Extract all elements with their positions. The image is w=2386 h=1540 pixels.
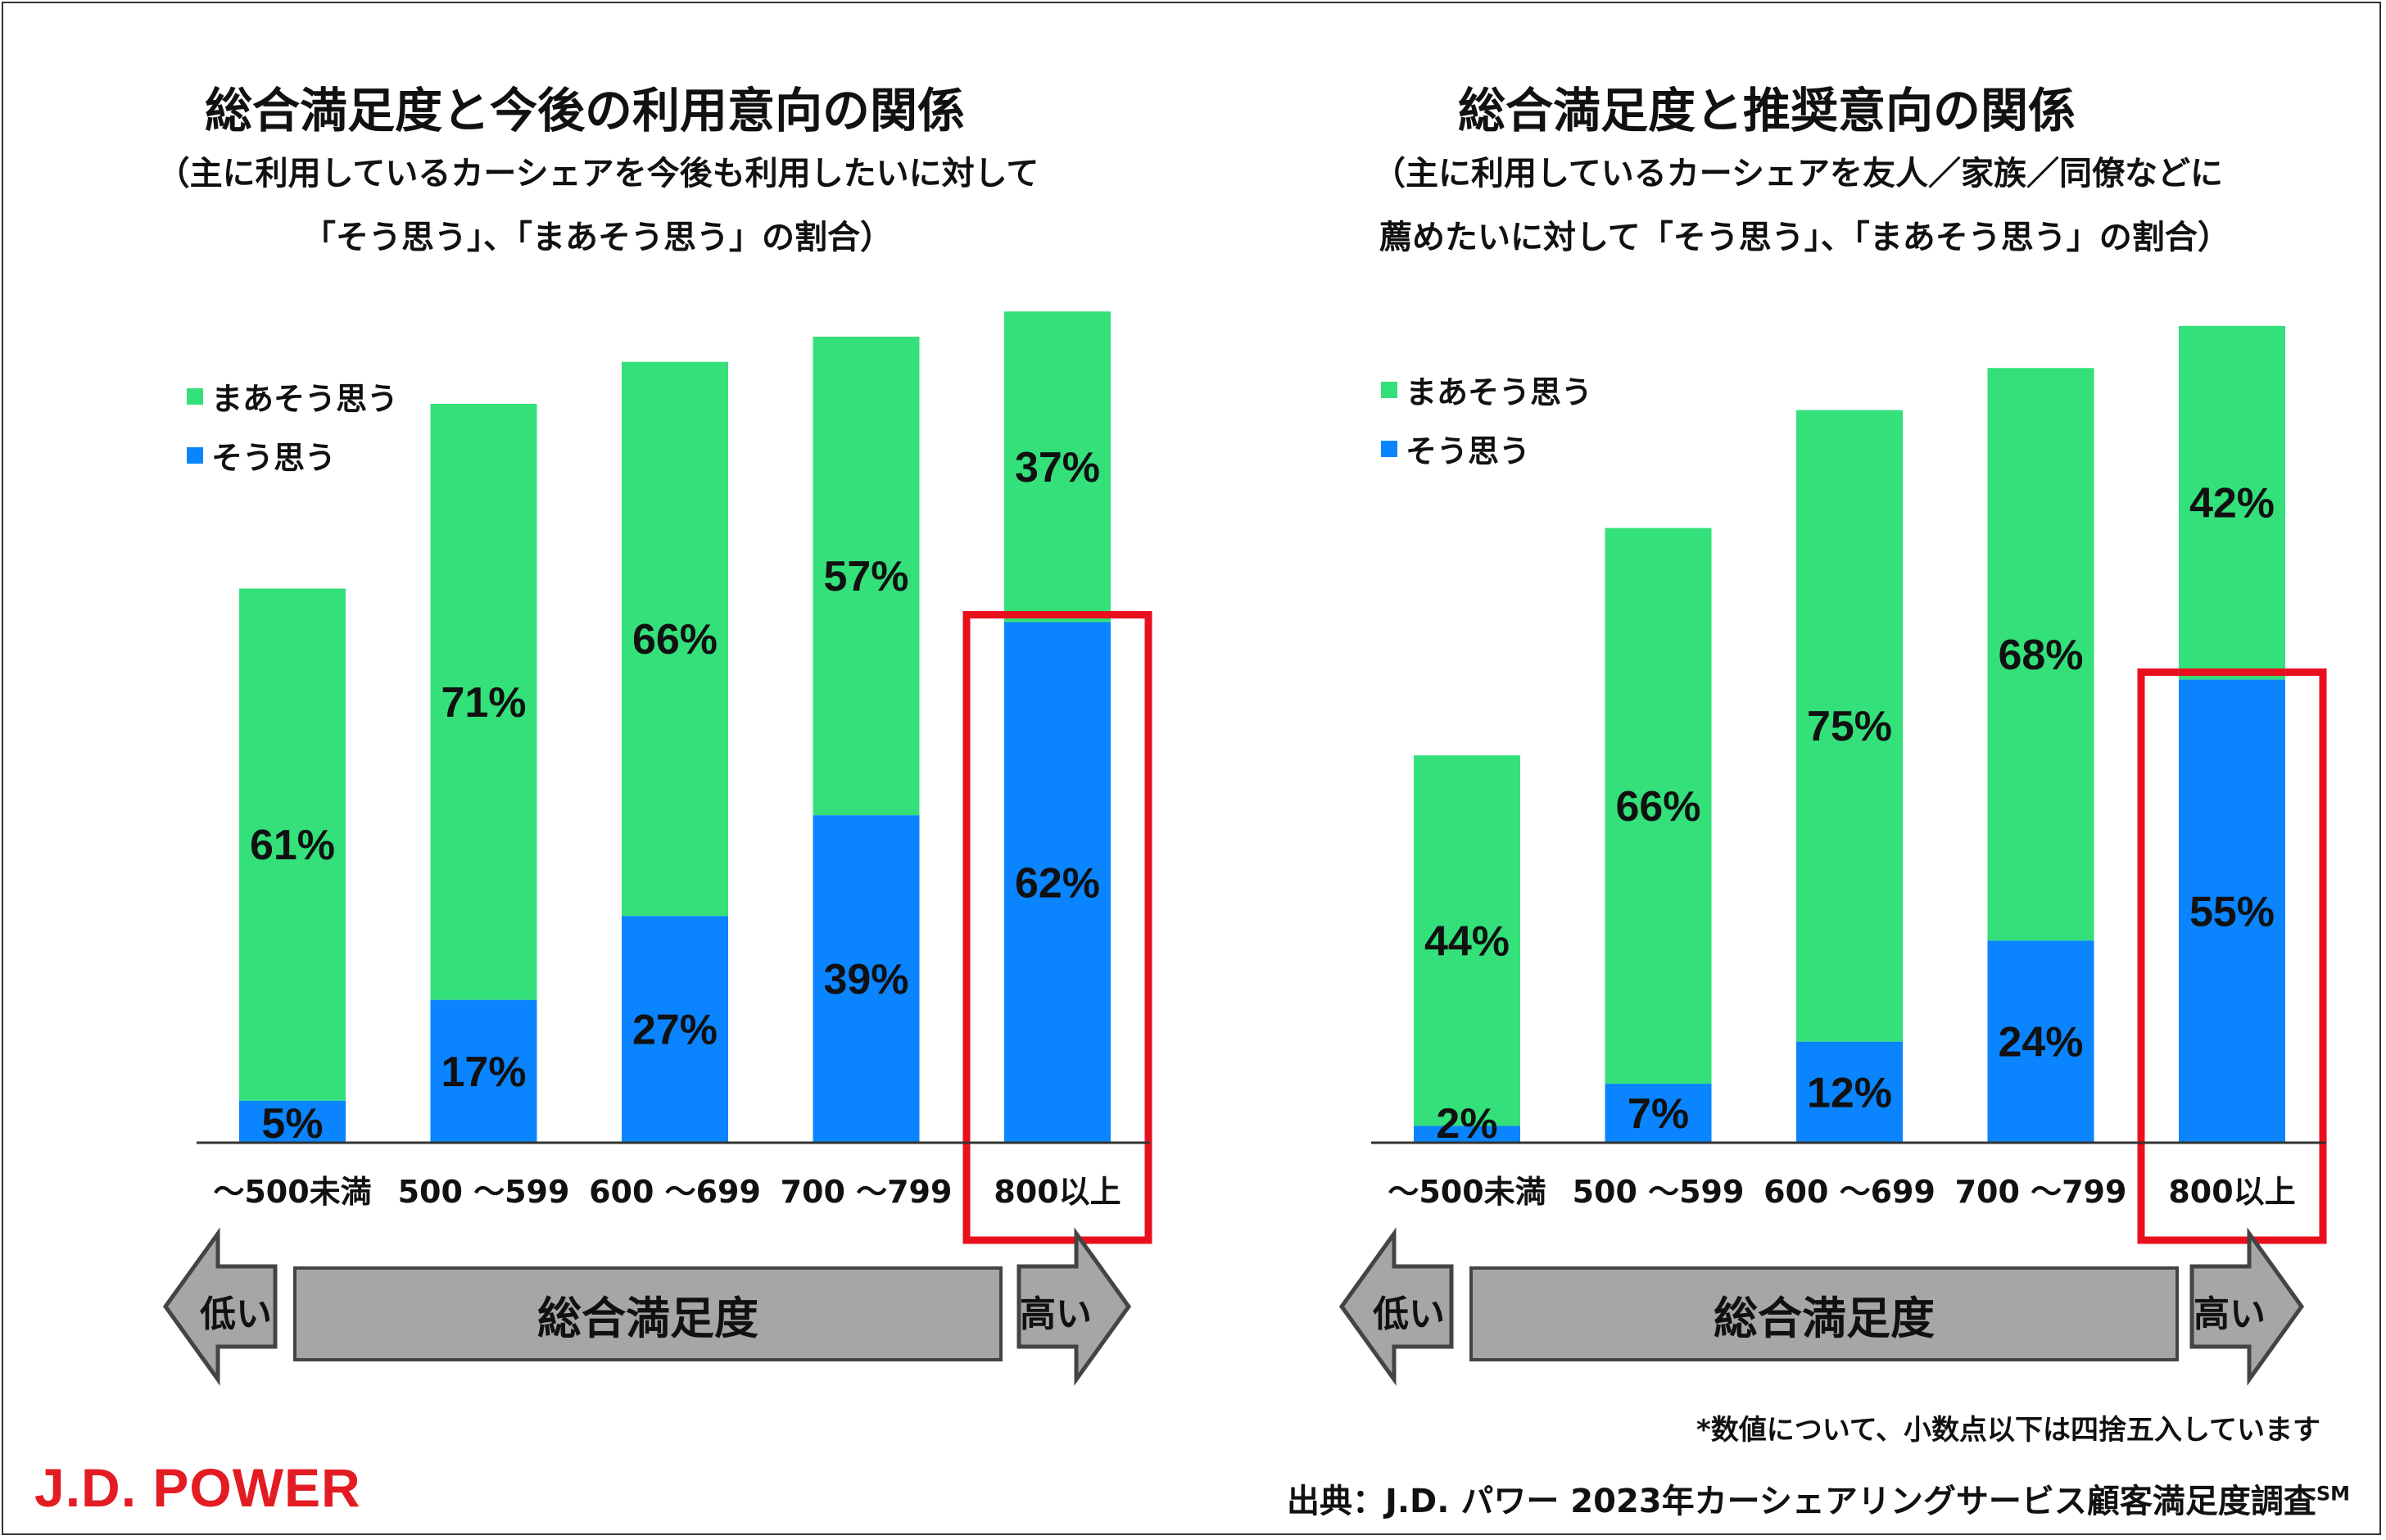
high-arrow-icon [2189, 1227, 2305, 1386]
stacked-bar-chart: 44% 2% ～500未満 66% 7% 500 ～599 75% 12% 600 ～699 68… [1371, 325, 2327, 1244]
bar-segment-agree [1987, 940, 2094, 1143]
data-label-somewhat-agree: 66% [1615, 783, 1700, 831]
chart-title: 総合満足度と今後の利用意向の関係 [205, 83, 966, 138]
bar-segment-somewhat-agree [1605, 528, 1712, 1085]
category-tick-label: 600 ～699 [589, 1174, 761, 1210]
legend-label: まあそう思う [211, 381, 399, 417]
legend-item-agree: そう思う [1381, 426, 1530, 471]
category-tick-label: 700 ～799 [1955, 1174, 2127, 1210]
category-tick-label: 800以上 [2168, 1174, 2295, 1210]
jd-power-logo[interactable]: J.D. POWER [34, 1457, 361, 1518]
data-label-somewhat-agree: 61% [250, 822, 335, 869]
category-tick-label: 600 ～699 [1763, 1174, 1936, 1210]
data-label-agree: 27% [632, 1007, 718, 1054]
low-arrow-icon [1338, 1227, 1454, 1386]
bar-segment-agree [1414, 1126, 1520, 1143]
legend-swatch-blue [187, 446, 203, 464]
data-label-somewhat-agree: 37% [1015, 444, 1100, 491]
right-chart-panel: 総合満足度と推奨意向の関係 （主に利用しているカーシェアを友人／家族／同僚などに… [1193, 0, 2385, 1540]
scale-high-label: 高い [1020, 1293, 1092, 1335]
legend-label: そう思う [1406, 433, 1531, 469]
bar-segment-somewhat-agree [813, 337, 920, 816]
subtitle-line-1: （主に利用しているカーシェアを友人／家族／同僚などに [1373, 155, 2223, 192]
low-arrow-icon [162, 1227, 278, 1386]
highlight-box [2137, 668, 2327, 1244]
scale-bar: 総合満足度 [293, 1266, 1003, 1361]
category-tick-label: ～500未満 [1388, 1174, 1546, 1210]
data-label-agree: 39% [823, 956, 908, 1003]
data-label-somewhat-agree: 57% [823, 553, 908, 600]
bar-segment-somewhat-agree [2179, 325, 2285, 680]
data-label-somewhat-agree: 42% [2189, 480, 2275, 528]
legend-label: そう思う [211, 440, 337, 476]
scale-bar: 総合満足度 [1469, 1266, 2179, 1361]
subtitle-line-1: （主に利用しているカーシェアを今後も利用したいに対して [156, 155, 1039, 192]
left-chart-panel: 総合満足度と今後の利用意向の関係 （主に利用しているカーシェアを今後も利用したい… [0, 83, 1196, 1386]
bar-segment-agree [1796, 1041, 1903, 1143]
scale-high-label: 高い [2194, 1293, 2266, 1335]
highlight-box [962, 611, 1152, 1244]
data-label-somewhat-agree: 71% [441, 679, 526, 727]
bar-segment-somewhat-agree [622, 361, 728, 917]
data-label-somewhat-agree: 66% [632, 616, 718, 664]
scale-low-label: 低い [200, 1293, 272, 1335]
bar-segment-somewhat-agree [430, 404, 537, 1000]
legend-item-somewhat-agree: まあそう思う [1381, 367, 1592, 412]
stacked-bar-chart: 61% 5% ～500未満 71% 17% 500 ～599 66% 27% 600 ～699 5… [197, 311, 1152, 1244]
bar-segment-somewhat-agree [1987, 368, 2094, 941]
legend-item-somewhat-agree: まあそう思う [187, 374, 398, 419]
data-label-agree: 55% [2189, 888, 2275, 935]
data-label-agree: 17% [441, 1049, 526, 1096]
data-label-agree: 62% [1015, 859, 1100, 907]
chart-subtitle: （主に利用しているカーシェアを友人／家族／同僚などに 薦めたいに対して「そう思う… [1193, 142, 2385, 270]
legend-label: まあそう思う [1406, 374, 1593, 410]
rounding-footnote: *数値について、小数点以下は四捨五入しています [1696, 1414, 2320, 1447]
bar-segment-agree [622, 916, 728, 1143]
source-note: 出典：J.D. パワー 2023年カーシェアリングサービス顧客満足度調査SM [1287, 1474, 2350, 1522]
bar-segment-somewhat-agree [1796, 410, 1903, 1042]
data-label-somewhat-agree: 68% [1998, 632, 2083, 679]
bar-segment-agree [1605, 1084, 1712, 1143]
category-tick-label: 800以上 [994, 1174, 1121, 1210]
category-tick-label: ～500未満 [213, 1174, 371, 1210]
data-label-agree: 7% [1628, 1090, 1689, 1138]
chart-subtitle: （主に利用しているカーシェアを今後も利用したいに対して 「そう思う」、「まあそう… [0, 142, 1196, 270]
service-mark: SM [2316, 1482, 2350, 1506]
data-label-agree: 24% [1998, 1019, 2083, 1067]
category-tick-label: 700 ～799 [781, 1174, 953, 1210]
subtitle-line-2: 「そう思う」、「まあそう思う」の割合） [303, 219, 893, 256]
bar-segment-agree [430, 999, 537, 1143]
data-label-somewhat-agree: 44% [1424, 917, 1510, 965]
bar-segment-agree [1004, 622, 1111, 1143]
bar-segment-agree [813, 815, 920, 1143]
chart-title: 総合満足度と推奨意向の関係 [1458, 83, 2076, 138]
legend-item-agree: そう思う [187, 433, 336, 478]
high-arrow-icon [1016, 1227, 1132, 1386]
subtitle-line-2: 薦めたいに対して「そう思う」、「まあそう思う」の割合） [1379, 219, 2230, 256]
data-label-somewhat-agree: 75% [1807, 703, 1892, 750]
data-label-agree: 12% [1807, 1069, 1892, 1116]
legend-swatch-green [1381, 381, 1397, 398]
legend-swatch-green [187, 387, 203, 405]
bar-segment-somewhat-agree [1004, 311, 1111, 623]
data-label-agree: 5% [261, 1100, 323, 1148]
bar-segment-somewhat-agree [1414, 755, 1520, 1126]
category-tick-label: 500 ～599 [1573, 1174, 1745, 1210]
category-tick-label: 500 ～599 [398, 1174, 570, 1210]
source-text: 出典：J.D. パワー 2023年カーシェアリングサービス顧客満足度調査 [1286, 1483, 2316, 1520]
bar-segment-somewhat-agree [239, 588, 346, 1101]
scale-low-label: 低い [1373, 1293, 1445, 1335]
data-label-agree: 2% [1436, 1100, 1497, 1148]
bar-segment-agree [2179, 679, 2285, 1143]
legend-swatch-blue [1381, 440, 1397, 457]
bar-segment-agree [239, 1100, 346, 1143]
